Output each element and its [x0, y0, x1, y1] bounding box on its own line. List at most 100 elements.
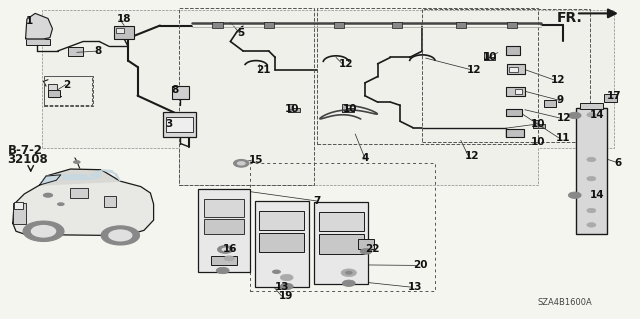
Text: 12: 12	[550, 75, 565, 85]
Circle shape	[587, 113, 596, 117]
Bar	[204, 219, 244, 234]
Bar	[342, 104, 347, 112]
Bar	[334, 22, 344, 28]
Text: 12: 12	[557, 113, 572, 123]
Text: 6: 6	[614, 158, 621, 168]
Text: 12: 12	[467, 64, 482, 75]
Bar	[422, 9, 590, 142]
Circle shape	[280, 283, 293, 290]
Bar	[70, 188, 88, 198]
Circle shape	[101, 226, 140, 245]
Text: 12: 12	[465, 151, 480, 161]
Bar	[259, 233, 304, 252]
Circle shape	[587, 176, 596, 181]
Text: 10: 10	[342, 104, 357, 114]
Text: 8: 8	[172, 85, 179, 95]
Bar	[456, 22, 466, 28]
Text: 5: 5	[237, 28, 244, 39]
Text: 11: 11	[556, 133, 570, 143]
Circle shape	[43, 193, 53, 198]
Circle shape	[57, 202, 65, 206]
Bar	[506, 129, 524, 137]
Polygon shape	[26, 13, 52, 39]
Bar	[533, 124, 545, 128]
Circle shape	[221, 248, 229, 251]
Polygon shape	[42, 10, 614, 185]
Circle shape	[568, 192, 581, 198]
Text: 19: 19	[278, 291, 292, 301]
Text: 13: 13	[275, 282, 290, 292]
Bar	[44, 76, 92, 105]
Bar	[179, 8, 314, 185]
Circle shape	[237, 161, 246, 166]
Circle shape	[345, 271, 353, 275]
Circle shape	[587, 157, 596, 162]
Bar	[314, 202, 368, 284]
Bar	[392, 22, 402, 28]
Polygon shape	[40, 169, 120, 185]
Bar	[484, 52, 488, 60]
Text: 20: 20	[413, 260, 428, 271]
Bar	[114, 26, 134, 39]
Bar	[319, 212, 364, 231]
Bar	[212, 22, 223, 28]
Bar	[68, 47, 83, 56]
Text: 13: 13	[408, 282, 422, 292]
Text: 10: 10	[483, 52, 498, 63]
Circle shape	[341, 269, 356, 277]
Text: 2: 2	[63, 79, 70, 90]
Circle shape	[73, 160, 81, 164]
Bar	[288, 108, 300, 112]
Text: 10: 10	[531, 119, 546, 130]
Bar	[166, 117, 193, 132]
Text: 12: 12	[339, 59, 354, 69]
Circle shape	[360, 249, 372, 254]
Polygon shape	[101, 170, 120, 181]
Bar	[198, 189, 250, 272]
Bar	[506, 87, 525, 96]
Bar	[342, 108, 354, 112]
Text: 14: 14	[590, 110, 605, 120]
Circle shape	[108, 229, 132, 241]
Text: B-7-2: B-7-2	[8, 144, 43, 157]
Text: 10: 10	[531, 137, 546, 147]
Text: 15: 15	[248, 155, 263, 165]
Bar	[14, 202, 23, 209]
Circle shape	[587, 223, 596, 227]
Text: 16: 16	[223, 244, 237, 255]
Polygon shape	[40, 175, 61, 185]
Circle shape	[31, 225, 56, 238]
Bar	[255, 201, 309, 287]
Bar	[544, 100, 556, 107]
Polygon shape	[91, 171, 101, 179]
Bar	[13, 203, 26, 224]
Text: 18: 18	[116, 14, 131, 24]
Text: SZA4B1600A: SZA4B1600A	[538, 298, 593, 307]
Bar	[204, 199, 244, 217]
Bar	[506, 46, 520, 55]
Bar	[509, 67, 518, 72]
Bar	[533, 120, 538, 128]
Text: 17: 17	[607, 91, 621, 101]
Polygon shape	[13, 179, 154, 236]
Text: 8: 8	[95, 46, 102, 56]
Bar	[44, 76, 93, 106]
Bar	[576, 108, 607, 234]
Text: 22: 22	[365, 244, 380, 255]
Bar	[507, 22, 517, 28]
Bar	[317, 8, 538, 144]
Circle shape	[218, 246, 233, 253]
Text: 10: 10	[285, 104, 300, 114]
Bar	[172, 86, 189, 99]
Text: 4: 4	[362, 153, 369, 163]
Bar	[264, 22, 274, 28]
Bar	[163, 112, 196, 137]
Circle shape	[342, 280, 355, 286]
Circle shape	[216, 267, 229, 274]
Circle shape	[272, 270, 281, 274]
Circle shape	[587, 208, 596, 213]
Bar	[580, 103, 603, 109]
Text: FR.: FR.	[557, 11, 582, 25]
Circle shape	[23, 221, 64, 241]
Text: 9: 9	[557, 95, 564, 106]
